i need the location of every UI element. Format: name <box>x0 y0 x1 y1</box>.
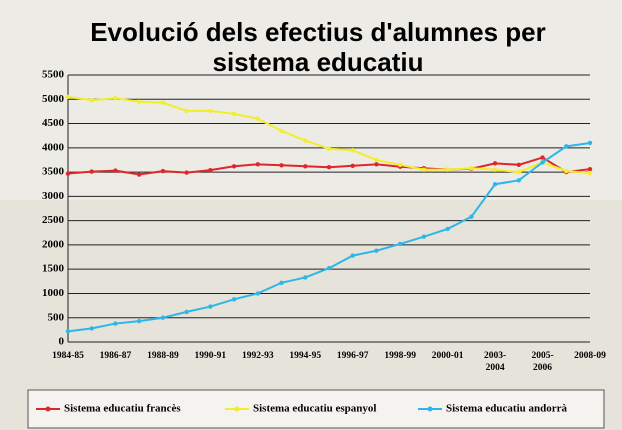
legend-label: Sistema educatiu andorrà <box>446 403 568 415</box>
data-point <box>517 178 521 182</box>
data-point <box>398 163 402 167</box>
data-point <box>232 112 236 116</box>
data-point <box>90 326 94 330</box>
data-point <box>66 95 70 99</box>
data-point <box>279 281 283 285</box>
data-point <box>588 141 592 145</box>
data-point <box>493 167 497 171</box>
data-point <box>327 165 331 169</box>
data-point <box>113 96 117 100</box>
data-point <box>351 148 355 152</box>
x-tick-label-line: 2003- <box>484 351 506 361</box>
data-point <box>184 170 188 174</box>
data-point <box>327 147 331 151</box>
y-tick-label: 3500 <box>42 166 65 178</box>
legend-label: Sistema educatiu espanyol <box>253 403 376 415</box>
data-point <box>256 291 260 295</box>
data-point <box>493 161 497 165</box>
data-point <box>208 304 212 308</box>
data-point <box>540 160 544 164</box>
x-tick-label-line: 2006 <box>533 363 552 373</box>
legend-marker <box>428 407 433 412</box>
data-point <box>256 162 260 166</box>
data-point <box>445 227 449 231</box>
data-point <box>90 169 94 173</box>
data-point <box>540 155 544 159</box>
data-point <box>66 329 70 333</box>
chart-title: sistema educatiu <box>213 47 424 77</box>
data-point <box>113 168 117 172</box>
data-point <box>232 164 236 168</box>
chart-title: Evolució dels efectius d'alumnes per <box>90 17 546 47</box>
y-tick-label: 5500 <box>42 69 65 81</box>
chart: Evolució dels efectius d'alumnes per sis… <box>0 0 622 430</box>
data-point <box>279 129 283 133</box>
legend-marker <box>46 407 51 412</box>
x-tick-label: 1994-95 <box>289 351 321 361</box>
y-tick-label: 4000 <box>42 141 65 153</box>
x-tick-label: 1990-91 <box>195 351 227 361</box>
data-point <box>303 275 307 279</box>
y-tick-label: 5000 <box>42 93 65 105</box>
x-tick-label: 1984-85 <box>52 351 84 361</box>
data-point <box>374 249 378 253</box>
data-point <box>351 253 355 257</box>
x-tick-label: 1998-99 <box>384 351 416 361</box>
data-point <box>184 310 188 314</box>
x-tick-label: 2008-09 <box>574 351 606 361</box>
x-tick-label: 2000-01 <box>432 351 464 361</box>
data-point <box>161 169 165 173</box>
x-tick-label: 1986-87 <box>100 351 132 361</box>
x-tick-label-line: 2005- <box>531 351 553 361</box>
data-point <box>161 100 165 104</box>
data-point <box>517 163 521 167</box>
y-tick-label: 2000 <box>42 238 65 250</box>
data-point <box>445 167 449 171</box>
x-tick-label-line: 2004 <box>486 363 505 373</box>
y-tick-label: 1500 <box>42 263 65 275</box>
data-point <box>422 234 426 238</box>
y-tick-label: 1000 <box>42 287 65 299</box>
data-point <box>374 158 378 162</box>
data-point <box>66 171 70 175</box>
data-point <box>279 163 283 167</box>
x-tick-label: 1988-89 <box>147 351 179 361</box>
data-point <box>493 182 497 186</box>
data-point <box>184 109 188 113</box>
y-tick-label: 2500 <box>42 214 65 226</box>
data-point <box>374 162 378 166</box>
y-tick-label: 0 <box>59 336 65 348</box>
data-point <box>256 116 260 120</box>
data-point <box>113 321 117 325</box>
data-point <box>208 109 212 113</box>
page: {"chart_data":{"type":"line","title":"Ev… <box>0 0 622 430</box>
data-point <box>208 168 212 172</box>
data-point <box>398 242 402 246</box>
data-point <box>161 316 165 320</box>
data-point <box>137 100 141 104</box>
legend-marker <box>235 407 240 412</box>
x-tick-label: 1992-93 <box>242 351 274 361</box>
data-point <box>469 166 473 170</box>
data-point <box>564 144 568 148</box>
data-point <box>588 171 592 175</box>
data-point <box>422 167 426 171</box>
data-point <box>517 170 521 174</box>
data-point <box>303 138 307 142</box>
data-point <box>351 164 355 168</box>
data-point <box>303 164 307 168</box>
data-point <box>469 215 473 219</box>
y-tick-label: 4500 <box>42 117 65 129</box>
data-point <box>564 169 568 173</box>
x-tick-label: 1996-97 <box>337 351 369 361</box>
data-point <box>137 319 141 323</box>
data-point <box>327 266 331 270</box>
data-point <box>232 297 236 301</box>
data-point <box>90 98 94 102</box>
y-tick-label: 500 <box>48 311 65 323</box>
legend-label: Sistema educatiu francès <box>64 403 181 415</box>
y-tick-label: 3000 <box>42 190 65 202</box>
data-point <box>137 172 141 176</box>
data-point <box>588 167 592 171</box>
